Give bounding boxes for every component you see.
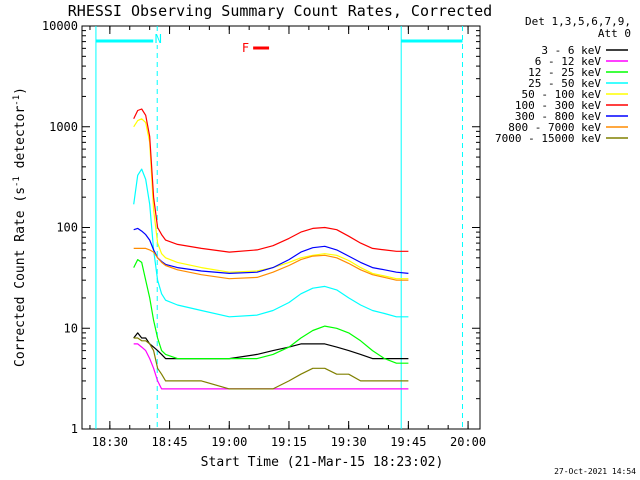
- legend-label: 12 - 25 keV: [528, 66, 601, 79]
- legend-header-detectors: Det 1,3,5,6,7,9,: [525, 15, 631, 28]
- y-tick-label: 10: [64, 321, 78, 335]
- observing-flags: NF: [95, 26, 463, 429]
- legend-label: 6 - 12 keV: [535, 55, 602, 68]
- x-tick-label: 18:45: [151, 435, 187, 449]
- y-axis-label: Corrected Count Rate (s-1 detector-1): [12, 87, 28, 367]
- legend-label: 100 - 300 keV: [515, 99, 601, 112]
- series-line: [133, 108, 409, 253]
- series-line: [133, 337, 409, 390]
- x-tick-label: 19:30: [331, 435, 367, 449]
- y-tick-label: 1: [71, 422, 78, 436]
- legend-label: 50 - 100 keV: [522, 88, 602, 101]
- x-tick-label: 20:00: [450, 435, 486, 449]
- footer-date: 27-Oct-2021 14:54: [554, 467, 636, 476]
- flare-marker: F: [242, 41, 249, 55]
- y-axis-label-part: Corrected Count Rate (s: [13, 187, 28, 367]
- chart-title: RHESSI Observing Summary Count Rates, Co…: [68, 2, 492, 20]
- series-line: [133, 247, 409, 281]
- y-tick-label: 100: [56, 221, 78, 235]
- series-line: [133, 259, 409, 364]
- x-axis-label: Start Time (21-Mar-15 18:23:02): [201, 455, 444, 470]
- y-axis-label-part: detector: [13, 106, 28, 177]
- legend-label: 800 - 7000 keV: [508, 121, 601, 134]
- legend-label: 7000 - 15000 keV: [495, 132, 601, 145]
- y-tick-label: 1000: [49, 120, 78, 134]
- y-axis-label-exp: -1: [12, 176, 22, 187]
- y-axis-label-exp: -1: [12, 95, 22, 106]
- x-tick-label: 19:00: [211, 435, 247, 449]
- legend-label: 300 - 800 keV: [515, 110, 601, 123]
- legend-label: 25 - 50 keV: [528, 77, 601, 90]
- y-axis-label-part: ): [13, 87, 28, 95]
- axes: 18:30 18:45 19:00 19:15 19:30 19:45 20:00 1 10 10…: [42, 19, 486, 449]
- legend-label: 3 - 6 keV: [541, 44, 601, 57]
- x-tick-label: 19:45: [390, 435, 426, 449]
- x-tick-label: 18:30: [92, 435, 128, 449]
- y-tick-label: 10000: [42, 19, 78, 33]
- series-lines: [133, 108, 409, 390]
- night-marker: N: [155, 32, 162, 46]
- series-line: [133, 168, 409, 318]
- x-tick-label: 19:15: [271, 435, 307, 449]
- legend-header-attenuator: Att 0: [598, 27, 631, 40]
- series-line: [133, 227, 409, 274]
- night-marker-bg: [153, 33, 164, 45]
